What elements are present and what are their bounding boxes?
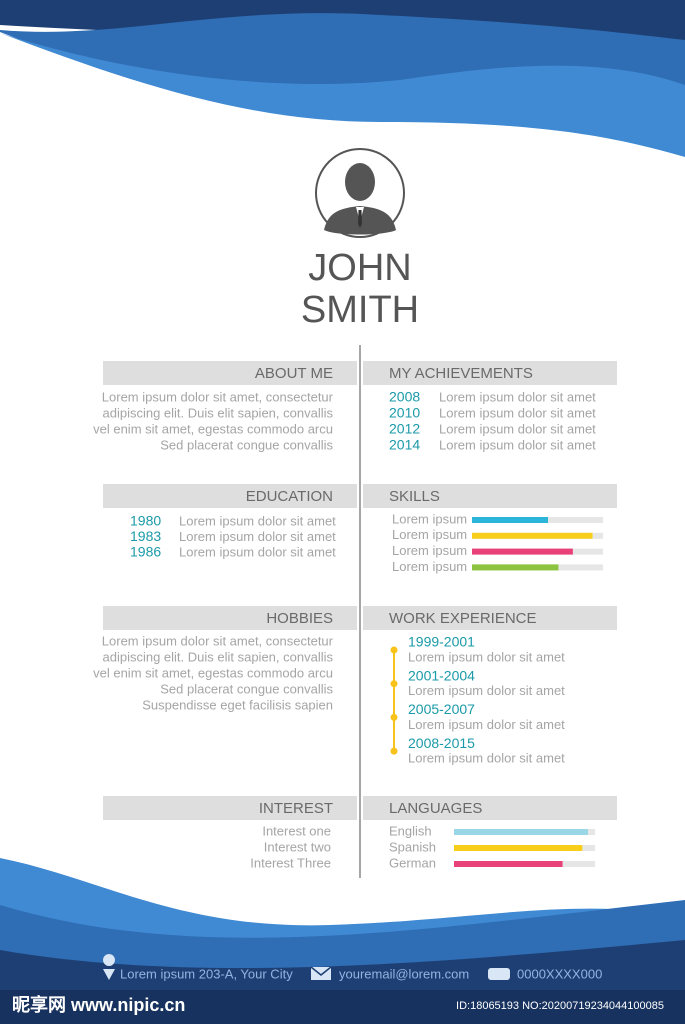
year: 2008 bbox=[389, 389, 420, 405]
item-text: Lorem ipsum dolor sit amet bbox=[439, 405, 596, 420]
location-icon bbox=[103, 954, 116, 980]
paragraph-line: Sed placerat congue convallis bbox=[160, 681, 333, 696]
section-title: ABOUT ME bbox=[255, 365, 333, 382]
period: 2008-2015 bbox=[408, 735, 475, 751]
bar bbox=[472, 517, 548, 523]
paragraph-line: adipiscing elit. Duis elit sapien, conva… bbox=[102, 649, 333, 664]
phone: 0000XXXX000 bbox=[517, 966, 602, 981]
paragraph-line: Sed placerat congue convallis bbox=[160, 437, 333, 452]
item-text: Lorem ipsum dolor sit amet bbox=[179, 513, 336, 528]
bar-label: Lorem ipsum bbox=[392, 527, 467, 542]
bar bbox=[472, 532, 593, 539]
bar-label: Spanish bbox=[389, 839, 436, 854]
item-text: Lorem ipsum dolor sit amet bbox=[439, 389, 596, 404]
section-title: WORK EXPERIENCE bbox=[389, 610, 537, 627]
bar bbox=[472, 564, 559, 571]
paragraph-line: vel enim sit amet, egestas commodo arcu bbox=[93, 421, 333, 436]
bar-label: Lorem ipsum bbox=[392, 511, 467, 526]
paragraph-line: Suspendisse eget facilisis sapien bbox=[142, 697, 333, 712]
item-text: Lorem ipsum dolor sit amet bbox=[408, 717, 565, 732]
item-text: Lorem ipsum dolor sit amet bbox=[179, 529, 336, 544]
section-title: SKILLS bbox=[389, 488, 440, 505]
timeline-dot bbox=[390, 680, 398, 688]
top-wave-light bbox=[0, 33, 685, 157]
last-name: SMITH bbox=[301, 289, 419, 331]
paragraph-line: Lorem ipsum dolor sit amet, consectetur bbox=[102, 633, 334, 648]
period: 2005-2007 bbox=[408, 701, 475, 717]
year: 1986 bbox=[130, 544, 161, 560]
watermark-bar bbox=[0, 990, 685, 1024]
phone-icon bbox=[488, 968, 510, 980]
paragraph-line: Interest one bbox=[262, 823, 331, 838]
timeline-dot bbox=[390, 747, 398, 755]
section-title: MY ACHIEVEMENTS bbox=[389, 365, 533, 382]
item-text: Lorem ipsum dolor sit amet bbox=[439, 421, 596, 436]
watermark-id: ID:18065193 NO:20200719234044100085 bbox=[456, 1000, 664, 1012]
year: 1980 bbox=[130, 513, 161, 529]
email-icon-flap bbox=[310, 966, 332, 976]
avatar bbox=[324, 163, 396, 235]
email: youremail@lorem.com bbox=[339, 966, 469, 981]
year: 2014 bbox=[389, 437, 420, 453]
tie bbox=[358, 210, 362, 228]
period: 2001-2004 bbox=[408, 667, 475, 683]
section-bars bbox=[103, 361, 617, 820]
watermark-site: 昵享网 www.nipic.cn bbox=[12, 994, 185, 1015]
bar bbox=[472, 548, 573, 555]
timeline-dot bbox=[390, 713, 398, 721]
item-text: Lorem ipsum dolor sit amet bbox=[408, 649, 565, 664]
section-title: LANGUAGES bbox=[389, 800, 482, 817]
bar-label: Lorem ipsum bbox=[392, 543, 467, 558]
address: Lorem ipsum 203-A, Your City bbox=[120, 966, 293, 981]
bar bbox=[454, 861, 563, 867]
first-name: JOHN bbox=[308, 247, 411, 289]
item-text: Lorem ipsum dolor sit amet bbox=[408, 751, 565, 766]
item-text: Lorem ipsum dolor sit amet bbox=[179, 544, 336, 559]
year: 1983 bbox=[130, 528, 161, 544]
section-title: INTEREST bbox=[259, 800, 333, 817]
paragraph-line: Lorem ipsum dolor sit amet, consectetur bbox=[102, 389, 334, 404]
period: 1999-2001 bbox=[408, 634, 475, 650]
section-title: EDUCATION bbox=[246, 488, 333, 505]
bar bbox=[454, 829, 588, 835]
item-text: Lorem ipsum dolor sit amet bbox=[439, 437, 596, 452]
paragraph-line: Interest Three bbox=[250, 855, 331, 870]
bar bbox=[454, 845, 583, 851]
section-title: HOBBIES bbox=[266, 610, 333, 627]
paragraph-line: Interest two bbox=[264, 839, 331, 854]
year: 2010 bbox=[389, 405, 420, 421]
paragraph-line: adipiscing elit. Duis elit sapien, conva… bbox=[102, 405, 333, 420]
timeline-dot bbox=[390, 646, 398, 654]
bar-label: English bbox=[389, 823, 432, 838]
item-text: Lorem ipsum dolor sit amet bbox=[408, 683, 565, 698]
bar-label: Lorem ipsum bbox=[392, 559, 467, 574]
year: 2012 bbox=[389, 421, 420, 437]
bar-label: German bbox=[389, 855, 436, 870]
paragraph-line: vel enim sit amet, egestas commodo arcu bbox=[93, 665, 333, 680]
